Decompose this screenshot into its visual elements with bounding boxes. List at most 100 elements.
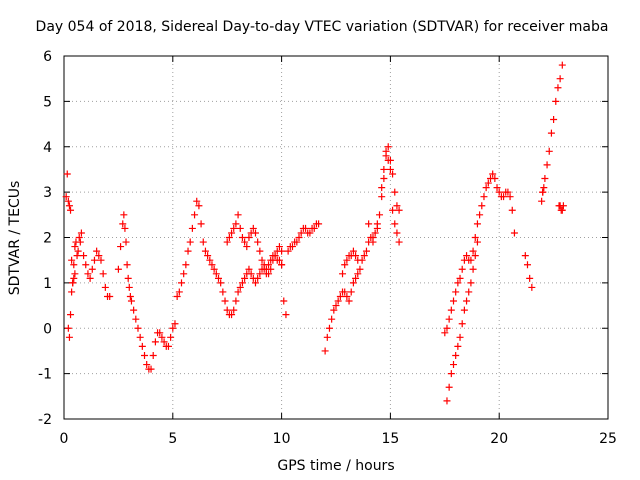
plus-marker (521, 252, 529, 260)
data-point (454, 342, 462, 350)
plus-marker (558, 61, 566, 69)
plus-marker (336, 292, 344, 300)
data-point (443, 324, 451, 332)
plus-marker (138, 342, 146, 350)
data-point (147, 365, 155, 373)
plus-marker (543, 161, 551, 169)
data-point (243, 243, 251, 251)
plus-marker (339, 270, 347, 278)
data-point (114, 265, 122, 273)
data-point (441, 329, 449, 337)
plus-marker (376, 211, 384, 219)
axis-ticks (63, 55, 609, 420)
data-point (334, 297, 342, 305)
data-point (254, 238, 262, 246)
plus-marker (254, 274, 262, 282)
plus-marker (64, 324, 72, 332)
data-point (559, 202, 567, 210)
data-point (558, 61, 566, 69)
plus-marker (380, 165, 388, 173)
plus-marker (558, 206, 566, 214)
data-point (228, 311, 236, 319)
data-point (447, 370, 455, 378)
plus-marker (167, 333, 175, 341)
plus-marker (371, 229, 379, 237)
data-point (310, 224, 318, 232)
plus-marker (217, 279, 225, 287)
plus-marker (221, 297, 229, 305)
data-point (491, 175, 499, 183)
data-point (293, 238, 301, 246)
plus-marker (478, 202, 486, 210)
plus-marker (126, 292, 134, 300)
data-point (86, 274, 94, 282)
data-point (173, 292, 181, 300)
data-point (315, 220, 323, 228)
data-point (241, 274, 249, 282)
data-point (489, 170, 497, 178)
plus-marker (93, 247, 101, 255)
data-point (380, 165, 388, 173)
plus-marker (389, 206, 397, 214)
plus-marker (158, 333, 166, 341)
plus-marker (76, 238, 84, 246)
data-point (151, 338, 159, 346)
data-point (384, 156, 392, 164)
data-point (121, 224, 129, 232)
plus-marker (258, 256, 266, 264)
plus-marker (236, 224, 244, 232)
plus-marker (345, 297, 353, 305)
data-point (456, 274, 464, 282)
plus-marker (302, 224, 310, 232)
data-point (219, 288, 227, 296)
plus-marker (473, 238, 481, 246)
plus-marker (201, 247, 209, 255)
data-point (70, 261, 78, 269)
plus-marker (228, 311, 236, 319)
data-point (212, 270, 220, 278)
plus-marker (117, 243, 125, 251)
plus-marker (127, 297, 135, 305)
plus-marker (97, 256, 105, 264)
plus-marker (156, 329, 164, 337)
plus-marker (65, 202, 73, 210)
data-point (245, 234, 253, 241)
data-point (467, 256, 475, 264)
data-point (371, 229, 379, 237)
data-point (504, 188, 512, 196)
plus-marker (325, 324, 333, 332)
plus-marker (391, 188, 399, 196)
data-point (80, 252, 88, 260)
y-tick-label: 6 (43, 49, 52, 65)
plus-marker (458, 320, 466, 328)
data-point (119, 220, 127, 228)
data-point (130, 306, 138, 314)
data-point (500, 193, 508, 201)
plus-marker (147, 365, 155, 373)
plus-marker (223, 238, 231, 246)
data-point (62, 193, 70, 201)
data-point (302, 224, 310, 232)
plus-marker (343, 256, 351, 264)
data-point (106, 292, 114, 300)
data-point (506, 193, 514, 201)
plus-marker (391, 220, 399, 228)
plus-marker (510, 229, 518, 237)
plus-marker (73, 252, 81, 260)
data-point (280, 297, 288, 305)
data-point (249, 224, 257, 232)
data-point (526, 274, 534, 282)
plus-marker (125, 283, 133, 291)
plus-marker (500, 193, 508, 201)
data-point (306, 229, 314, 237)
data-point (463, 297, 471, 305)
plus-marker (321, 347, 329, 355)
plus-marker (540, 184, 548, 192)
plus-marker (278, 247, 286, 255)
data-point (345, 297, 353, 305)
plus-marker (171, 320, 179, 328)
plus-marker (254, 238, 262, 246)
data-point (171, 320, 179, 328)
data-point (117, 243, 125, 251)
